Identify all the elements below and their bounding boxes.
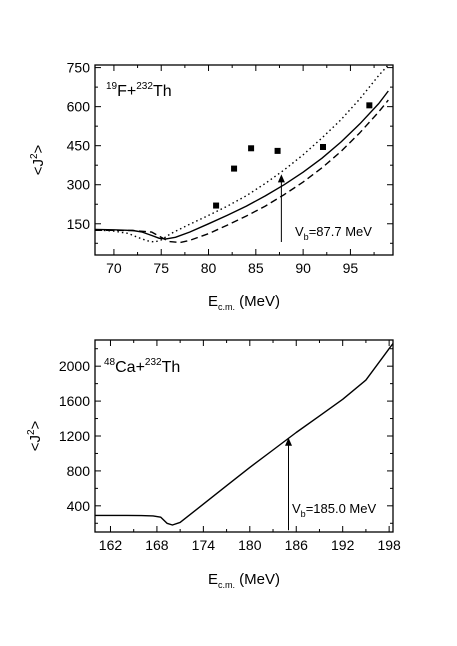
series-line-solid — [95, 343, 393, 526]
vb-label-top: Vb=87.7 MeV — [295, 224, 372, 242]
data-point — [231, 165, 238, 172]
series-line-solid — [95, 90, 389, 240]
vb-annotation-bottom: Vb=185.0 MeV — [285, 437, 376, 531]
data-point — [319, 143, 326, 150]
x-tick-label: 70 — [106, 260, 122, 276]
x-tick-label: 95 — [343, 260, 359, 276]
y-tick-label: 150 — [67, 216, 91, 232]
vb-arrowhead-bottom — [285, 437, 293, 446]
x-tick-label: 80 — [201, 260, 217, 276]
y-tick-label: 300 — [67, 177, 91, 193]
xlabel-bottom: Ec.m. (MeV) — [208, 571, 280, 590]
data-point — [248, 145, 255, 152]
x-tick-label: 162 — [99, 537, 123, 553]
x-tick-label: 192 — [331, 537, 355, 553]
series-line-dotted — [95, 65, 389, 243]
series-line-dashed — [95, 99, 389, 244]
vb-annotation-top: Vb=87.7 MeV — [277, 174, 372, 242]
x-tick-label: 90 — [295, 260, 311, 276]
x-tick-label: 174 — [192, 537, 216, 553]
ytick-labels-top: 150 300 450 600 750 — [67, 60, 91, 232]
xlabel-top: Ec.m. (MeV) — [208, 293, 280, 312]
x-tick-label: 75 — [153, 260, 169, 276]
panel-top: 150 300 450 600 750 70 75 80 85 90 95 19F+232Th V… — [29, 60, 394, 312]
series-group-bottom — [95, 343, 393, 526]
y-tick-label: 800 — [67, 463, 91, 479]
series-group-top — [95, 65, 389, 244]
data-point — [366, 102, 373, 109]
data-point — [274, 147, 281, 154]
panel-bottom: 400 800 1200 1600 2000 162 168 174 180 186 192 198… — [26, 339, 401, 590]
system-label-top: 19F+232Th — [106, 81, 172, 100]
x-tick-label: 85 — [248, 260, 264, 276]
ylabel-bottom: <J2> — [26, 420, 44, 451]
xtick-labels-top: 70 75 80 85 90 95 — [106, 260, 358, 276]
plot-frame-top — [94, 64, 394, 256]
y-tick-label: 1200 — [59, 428, 90, 444]
data-point — [213, 202, 220, 209]
x-tick-label: 168 — [145, 537, 169, 553]
x-tick-label: 186 — [285, 537, 309, 553]
y-tick-label: 2000 — [59, 358, 90, 374]
system-label-bottom: 48Ca+232Th — [104, 357, 180, 376]
ytick-labels-bottom: 400 800 1200 1600 2000 — [59, 358, 90, 514]
x-tick-label: 198 — [377, 537, 401, 553]
vb-arrowhead-top — [277, 174, 285, 183]
y-tick-label: 600 — [67, 99, 91, 115]
ticks-group-bottom — [95, 340, 393, 532]
y-tick-label: 450 — [67, 138, 91, 154]
y-tick-label: 400 — [67, 498, 91, 514]
vb-label-bottom: Vb=185.0 MeV — [292, 501, 376, 519]
xtick-labels-bottom: 162 168 174 180 186 192 198 — [99, 537, 401, 553]
x-tick-label: 180 — [238, 537, 262, 553]
ticks-group-top — [95, 65, 393, 255]
ylabel-top: <J2> — [29, 144, 47, 175]
y-tick-label: 1600 — [59, 393, 90, 409]
y-tick-label: 750 — [67, 60, 91, 76]
